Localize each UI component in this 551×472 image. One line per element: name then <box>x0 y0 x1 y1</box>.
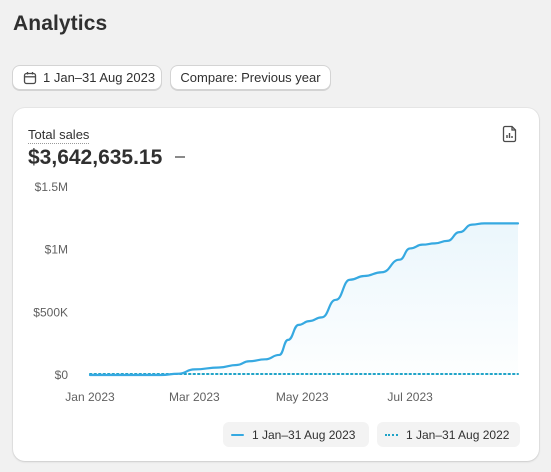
calendar-icon <box>23 71 37 85</box>
legend-item-previous[interactable]: 1 Jan–31 Aug 2022 <box>377 422 520 447</box>
y-tick-label: $500K <box>33 305 68 319</box>
compare-label: Compare: Previous year <box>180 70 321 85</box>
y-tick-label: $1.5M <box>35 180 68 194</box>
x-tick-label: Mar 2023 <box>169 390 220 404</box>
legend-swatch-dotted <box>385 433 398 436</box>
date-range-label: 1 Jan–31 Aug 2023 <box>43 70 156 85</box>
series-line-current <box>88 222 520 377</box>
x-tick-label: May 2023 <box>276 390 329 404</box>
legend-label-current: 1 Jan–31 Aug 2023 <box>252 427 356 442</box>
date-range-button[interactable]: 1 Jan–31 Aug 2023 <box>12 65 162 90</box>
x-tick-label: Jul 2023 <box>387 390 433 404</box>
series-area-current <box>90 223 518 375</box>
x-tick-label: Jan 2023 <box>65 390 115 404</box>
legend-label-previous: 1 Jan–31 Aug 2022 <box>406 427 510 442</box>
legend-item-current[interactable]: 1 Jan–31 Aug 2023 <box>223 422 369 447</box>
y-tick-label: $1M <box>45 243 68 257</box>
sales-line-chart: $1.5M $1M $500K $0 Jan 2023 Mar 2023 May 2023 J… <box>33 180 520 404</box>
compare-button[interactable]: Compare: Previous year <box>170 65 331 90</box>
change-indicator <box>175 156 185 158</box>
legend-swatch-solid <box>231 433 244 436</box>
y-tick-label: $0 <box>55 368 69 382</box>
export-report-icon[interactable] <box>502 125 518 143</box>
page-title: Analytics <box>13 12 108 35</box>
metric-label[interactable]: Total sales <box>28 127 90 144</box>
metric-value: $3,642,635.15 <box>28 146 163 169</box>
total-sales-card: Total sales $3,642,635.15 $1.5M $1M $500K $… <box>13 108 539 461</box>
